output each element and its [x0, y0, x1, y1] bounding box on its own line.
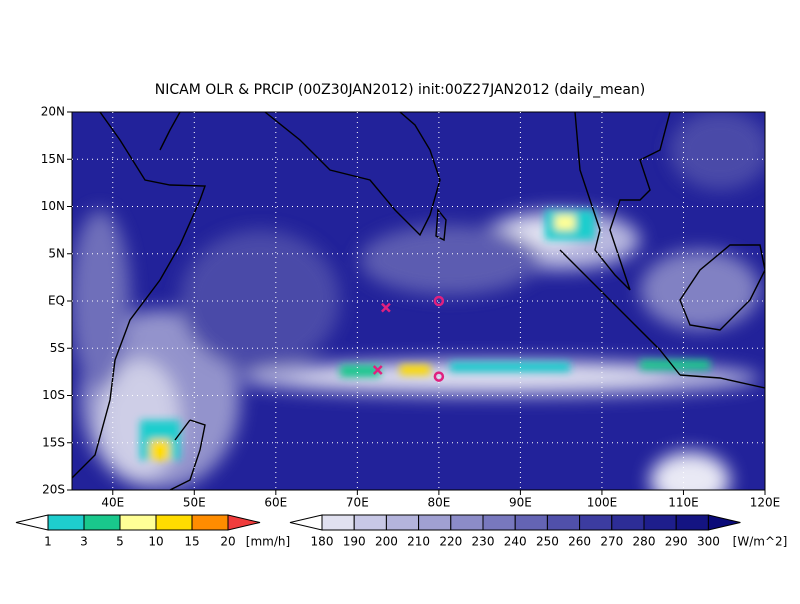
colorbar-box	[385, 514, 420, 531]
colorbar-box	[418, 514, 452, 531]
y-tick-label: 10S	[42, 388, 65, 402]
y-tick-label: 5N	[48, 246, 65, 260]
colorbar-low	[15, 514, 49, 531]
colorbar-box	[611, 514, 645, 531]
colorbar-label: 20	[220, 535, 235, 549]
y-tick-label: 5S	[50, 341, 65, 355]
colorbar-unit: [W/m^2]	[733, 535, 788, 549]
colorbar-box	[119, 514, 157, 531]
colorbar-label: 300	[697, 535, 720, 549]
colorbar-box	[546, 514, 581, 531]
olr-field	[72, 112, 765, 490]
colorbar-label: 230	[472, 535, 495, 549]
colorbar-label: 10	[148, 535, 163, 549]
y-tick-label: 10N	[41, 199, 65, 213]
colorbar-unit: [mm/h]	[246, 535, 290, 549]
marker-circle	[433, 371, 445, 382]
colorbar-label: 240	[504, 535, 527, 549]
colorbar-box	[321, 514, 355, 531]
marker-x	[381, 302, 391, 313]
colorbar-label: 270	[600, 535, 623, 549]
colorbar-label: 290	[665, 535, 688, 549]
colorbar-label: 3	[80, 535, 88, 549]
title: NICAM OLR & PRCIP (00Z30JAN2012) init:00…	[155, 82, 646, 98]
colorbar-box	[83, 514, 121, 531]
x-tick-label: 40E	[101, 496, 124, 510]
y-tick-label: 15S	[42, 435, 65, 449]
y-tick-label: EQ	[48, 294, 65, 308]
colorbar-label: 5	[116, 535, 124, 549]
colorbar-low	[289, 514, 323, 531]
y-tick-label: 20S	[42, 483, 65, 497]
colorbar-box	[155, 514, 193, 531]
colorbar-box	[191, 514, 229, 531]
colorbar-label: 15	[184, 535, 199, 549]
marker-x	[372, 365, 383, 375]
x-tick-label: 120E	[750, 496, 781, 510]
colorbar-high	[227, 514, 261, 531]
x-tick-label: 100E	[587, 496, 618, 510]
colorbar-box	[353, 514, 387, 531]
y-tick-label: 20N	[41, 105, 65, 119]
x-tick-label: 90E	[509, 496, 532, 510]
x-tick-label: 60E	[264, 496, 287, 510]
colorbar-box	[643, 514, 677, 531]
y-tick-label: 15N	[41, 152, 65, 166]
colorbar-label: 210	[407, 535, 430, 549]
colorbar-box	[47, 514, 85, 531]
colorbar-box	[579, 514, 613, 531]
colorbar-box	[450, 514, 484, 531]
colorbar-box	[482, 514, 516, 531]
colorbar-label: 250	[536, 535, 559, 549]
x-tick-label: 50E	[183, 496, 206, 510]
colorbar-box	[675, 514, 709, 531]
colorbar-label: 1	[44, 535, 52, 549]
colorbar-label: 280	[633, 535, 656, 549]
marker-circle	[433, 295, 445, 307]
x-tick-label: 70E	[346, 496, 369, 510]
colorbar-label: 180	[311, 535, 334, 549]
colorbar-label: 190	[343, 535, 366, 549]
colorbar-label: 200	[375, 535, 398, 549]
colorbar-label: 220	[439, 535, 462, 549]
colorbar-high	[707, 514, 741, 531]
x-tick-label: 110E	[668, 496, 699, 510]
colorbar-label: 260	[568, 535, 591, 549]
x-tick-label: 80E	[427, 496, 450, 510]
colorbar-box	[514, 514, 548, 531]
